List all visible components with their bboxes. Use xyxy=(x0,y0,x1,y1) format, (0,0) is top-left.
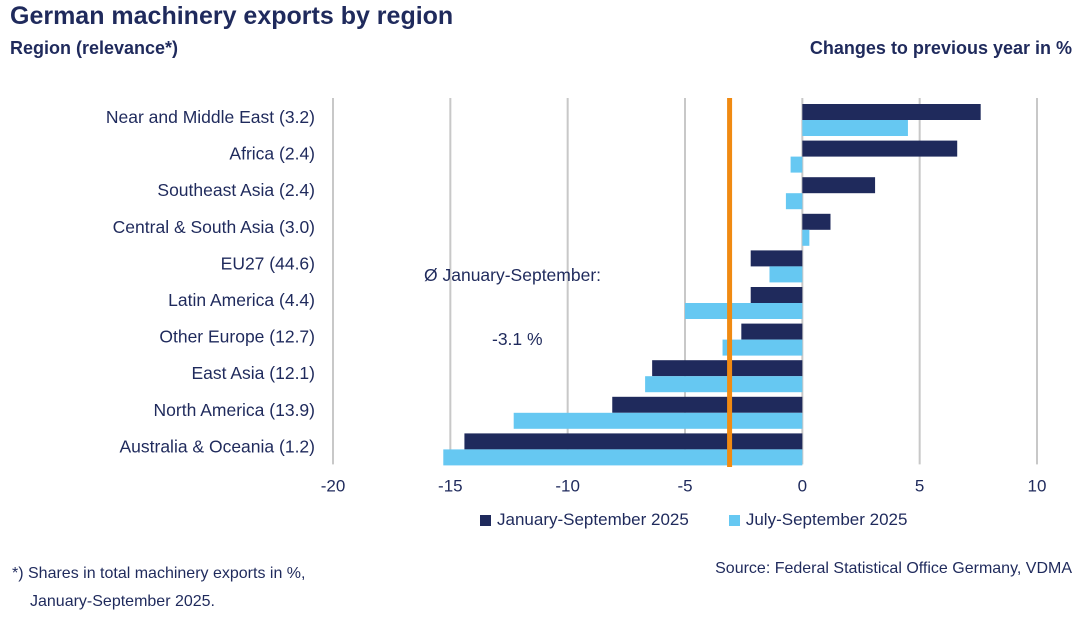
category-label: Southeast Asia (2.4) xyxy=(157,180,315,200)
bar-jan-sep xyxy=(802,213,831,230)
legend-swatch-series-1 xyxy=(480,514,491,526)
x-tick-label: 0 xyxy=(798,476,807,495)
x-tick-label: -10 xyxy=(555,476,580,495)
bar-jan-sep xyxy=(802,140,958,157)
category-label: Australia & Oceania (1.2) xyxy=(119,436,315,456)
category-label: Near and Middle East (3.2) xyxy=(106,107,315,127)
category-label: Africa (2.4) xyxy=(229,144,315,164)
footnote-line-1: *) Shares in total machinery exports in … xyxy=(12,565,306,582)
bar-jul-sep xyxy=(790,156,803,173)
x-tick-label: -15 xyxy=(438,476,463,495)
average-annotation-label: Ø January-September: xyxy=(424,265,601,285)
category-label: East Asia (12.1) xyxy=(191,363,315,383)
source-note: Source: Federal Statistical Office Germa… xyxy=(715,560,1072,577)
x-tick-label: -20 xyxy=(321,476,346,495)
legend-item-series-2: July-September 2025 xyxy=(728,510,908,530)
bar-jul-sep xyxy=(513,412,803,429)
category-axis-title: Region (relevance*) xyxy=(10,38,179,58)
bar-jan-sep xyxy=(750,250,803,267)
x-tick-label: 5 xyxy=(915,476,924,495)
x-tick-label: 10 xyxy=(1028,476,1047,495)
bar-jul-sep xyxy=(802,229,810,246)
bar-jan-sep xyxy=(464,433,803,450)
bar-jul-sep xyxy=(645,376,803,393)
bar-jan-sep xyxy=(741,323,803,340)
bar-jul-sep xyxy=(685,303,803,319)
chart-title: German machinery exports by region xyxy=(10,2,454,30)
value-axis-title: Changes to previous year in % xyxy=(809,38,1072,58)
bar-jul-sep xyxy=(722,339,803,356)
legend-label-series-2: July-September 2025 xyxy=(745,510,908,529)
bar-jan-sep xyxy=(802,177,876,194)
bar-jul-sep xyxy=(802,120,908,136)
category-label: Other Europe (12.7) xyxy=(159,327,315,347)
average-annotation-value: -3.1 % xyxy=(492,329,543,349)
category-label: Latin America (4.4) xyxy=(168,290,315,310)
bar-jan-sep xyxy=(802,104,981,120)
footnote: *) Shares in total machinery exports in … xyxy=(12,560,305,616)
legend: January-September 2025 July-September 20… xyxy=(480,510,947,530)
category-label: North America (13.9) xyxy=(154,400,315,420)
legend-label-series-1: January-September 2025 xyxy=(497,510,689,529)
x-tick-label: -5 xyxy=(677,476,692,495)
bar-jul-sep xyxy=(443,449,803,466)
bar-jan-sep xyxy=(612,396,803,413)
bar-jan-sep xyxy=(750,287,803,303)
category-label: Central & South Asia (3.0) xyxy=(113,217,315,237)
legend-swatch-series-2 xyxy=(728,514,740,526)
bar-jul-sep xyxy=(785,193,803,210)
category-label: EU27 (44.6) xyxy=(221,253,315,273)
footnote-line-2: January-September 2025. xyxy=(30,593,215,610)
legend-item-series-1: January-September 2025 xyxy=(480,510,689,530)
bar-jul-sep xyxy=(769,266,803,283)
